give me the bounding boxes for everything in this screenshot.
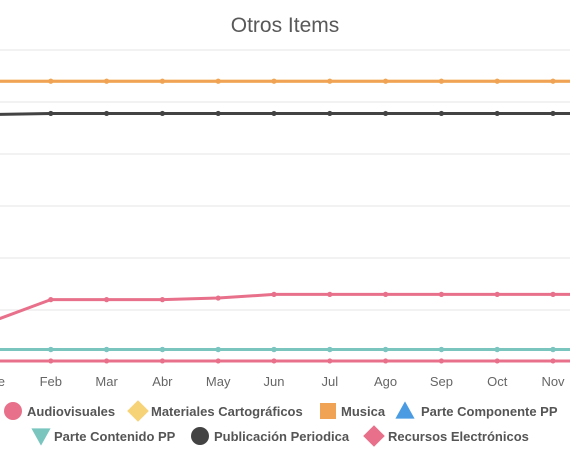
legend-item-musica[interactable]: Musica bbox=[320, 403, 386, 419]
series-line-recursos-electronicos bbox=[0, 292, 570, 321]
data-point-audiovisuales[interactable] bbox=[438, 358, 444, 364]
legend-item-parte-contenido-pp[interactable]: Parte Contenido PP bbox=[31, 428, 176, 446]
data-point-parte-contenido-pp[interactable] bbox=[104, 346, 110, 353]
data-point-parte-contenido-pp[interactable] bbox=[383, 346, 389, 353]
data-point-audiovisuales[interactable] bbox=[494, 358, 500, 364]
data-point-recursos-electronicos[interactable] bbox=[48, 297, 54, 303]
x-tick-label: Ago bbox=[374, 374, 397, 389]
data-point-publicacion-periodica[interactable] bbox=[159, 110, 165, 117]
legend-marker-materiales-cartograficos bbox=[127, 400, 149, 422]
data-point-parte-contenido-pp[interactable] bbox=[494, 346, 500, 353]
data-point-musica[interactable] bbox=[215, 78, 221, 84]
legend-label-musica: Musica bbox=[341, 404, 386, 419]
series-lines bbox=[0, 78, 570, 364]
data-point-audiovisuales[interactable] bbox=[104, 358, 110, 364]
data-point-publicacion-periodica[interactable] bbox=[438, 110, 444, 117]
data-point-musica[interactable] bbox=[550, 78, 556, 84]
data-point-musica[interactable] bbox=[104, 78, 110, 84]
data-point-parte-contenido-pp[interactable] bbox=[159, 346, 165, 353]
data-point-musica[interactable] bbox=[327, 78, 333, 84]
series-publicacion-periodica bbox=[0, 110, 570, 117]
data-point-publicacion-periodica[interactable] bbox=[327, 110, 333, 117]
legend-marker-parte-contenido-pp bbox=[31, 428, 51, 446]
data-point-parte-contenido-pp[interactable] bbox=[215, 346, 221, 353]
chart-title: Otros Items bbox=[231, 14, 340, 37]
legend[interactable]: Audiovisuales Materiales Cartográficos Mus… bbox=[4, 400, 558, 447]
data-point-musica[interactable] bbox=[159, 78, 165, 84]
x-tick-label: Mar bbox=[95, 374, 118, 389]
data-point-parte-contenido-pp[interactable] bbox=[327, 346, 333, 353]
data-point-publicacion-periodica[interactable] bbox=[215, 110, 221, 117]
grid bbox=[0, 49, 570, 363]
x-tick-label: e bbox=[0, 374, 5, 389]
data-point-audiovisuales[interactable] bbox=[48, 358, 54, 364]
data-point-parte-contenido-pp[interactable] bbox=[271, 346, 277, 353]
data-point-audiovisuales[interactable] bbox=[159, 358, 165, 364]
x-axis: e Feb Mar Abr May Jun Jul Ago Sep Oct Nov bbox=[0, 374, 565, 389]
data-point-recursos-electronicos[interactable] bbox=[438, 291, 444, 297]
data-point-recursos-electronicos[interactable] bbox=[104, 297, 110, 303]
data-point-parte-contenido-pp[interactable] bbox=[438, 346, 444, 353]
data-point-recursos-electronicos[interactable] bbox=[271, 291, 277, 297]
data-point-publicacion-periodica[interactable] bbox=[48, 110, 54, 117]
x-tick-label: Sep bbox=[430, 374, 453, 389]
legend-label-audiovisuales: Audiovisuales bbox=[27, 404, 115, 419]
series-recursos-electronicos bbox=[0, 291, 570, 321]
data-point-audiovisuales[interactable] bbox=[383, 358, 389, 364]
x-tick-label: Jun bbox=[264, 374, 285, 389]
data-point-recursos-electronicos[interactable] bbox=[215, 295, 221, 301]
data-point-musica[interactable] bbox=[48, 78, 54, 84]
series-musica bbox=[0, 78, 570, 84]
x-tick-label: May bbox=[206, 374, 231, 389]
series-audiovisuales bbox=[0, 358, 570, 364]
data-point-musica[interactable] bbox=[383, 78, 389, 84]
x-tick-label: Nov bbox=[541, 374, 565, 389]
data-point-parte-contenido-pp[interactable] bbox=[550, 346, 556, 353]
legend-marker-recursos-electronicos bbox=[363, 425, 385, 447]
legend-label-parte-contenido-pp: Parte Contenido PP bbox=[54, 429, 176, 444]
series-line-publicacion-periodica bbox=[0, 111, 570, 116]
data-point-audiovisuales[interactable] bbox=[271, 358, 277, 364]
data-point-musica[interactable] bbox=[494, 78, 500, 84]
data-point-recursos-electronicos[interactable] bbox=[550, 291, 556, 297]
legend-item-parte-componente-pp[interactable]: Parte Componente PP bbox=[395, 401, 558, 419]
data-point-publicacion-periodica[interactable] bbox=[271, 110, 277, 117]
data-point-audiovisuales[interactable] bbox=[327, 358, 333, 364]
data-point-publicacion-periodica[interactable] bbox=[104, 110, 110, 117]
legend-item-materiales-cartograficos[interactable]: Materiales Cartográficos bbox=[127, 400, 303, 422]
legend-item-audiovisuales[interactable]: Audiovisuales bbox=[4, 402, 115, 420]
legend-label-materiales-cartograficos: Materiales Cartográficos bbox=[151, 404, 303, 419]
data-point-recursos-electronicos[interactable] bbox=[327, 291, 333, 297]
data-point-publicacion-periodica[interactable] bbox=[494, 110, 500, 117]
data-point-audiovisuales[interactable] bbox=[550, 358, 556, 364]
data-point-musica[interactable] bbox=[438, 78, 444, 84]
data-point-publicacion-periodica[interactable] bbox=[383, 110, 389, 117]
legend-marker-audiovisuales bbox=[4, 402, 22, 420]
legend-marker-musica bbox=[320, 403, 336, 419]
legend-item-recursos-electronicos[interactable]: Recursos Electrónicos bbox=[363, 425, 529, 447]
legend-item-publicacion-periodica[interactable]: Publicación Periodica bbox=[191, 427, 350, 445]
x-tick-label: Feb bbox=[40, 374, 62, 389]
series-parte-contenido-pp bbox=[0, 346, 570, 353]
data-point-recursos-electronicos[interactable] bbox=[383, 291, 389, 297]
legend-label-recursos-electronicos: Recursos Electrónicos bbox=[388, 429, 529, 444]
legend-label-publicacion-periodica: Publicación Periodica bbox=[214, 429, 350, 444]
data-point-audiovisuales[interactable] bbox=[215, 358, 221, 364]
legend-marker-parte-componente-pp bbox=[395, 401, 415, 419]
data-point-parte-contenido-pp[interactable] bbox=[48, 346, 54, 353]
data-point-musica[interactable] bbox=[271, 78, 277, 84]
legend-marker-publicacion-periodica bbox=[191, 427, 209, 445]
x-tick-label: Abr bbox=[152, 374, 173, 389]
x-tick-label: Oct bbox=[487, 374, 508, 389]
x-tick-label: Jul bbox=[321, 374, 338, 389]
data-point-recursos-electronicos[interactable] bbox=[494, 291, 500, 297]
data-point-publicacion-periodica[interactable] bbox=[550, 110, 556, 117]
legend-label-parte-componente-pp: Parte Componente PP bbox=[421, 404, 558, 419]
data-point-recursos-electronicos[interactable] bbox=[159, 297, 165, 303]
